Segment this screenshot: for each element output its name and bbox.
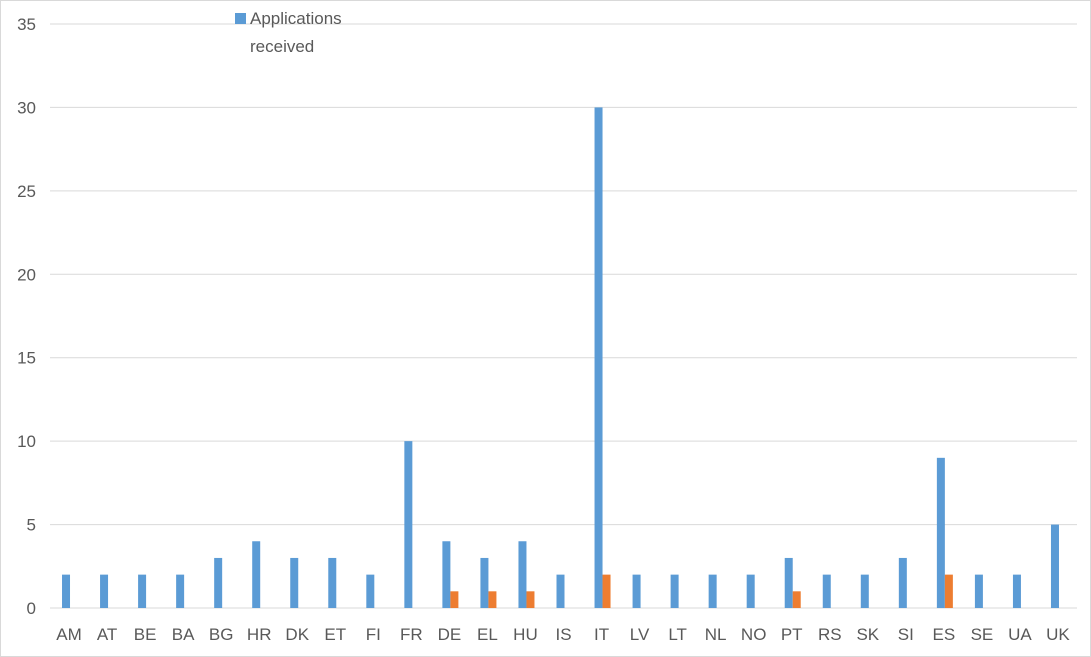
x-tick-label-el: EL xyxy=(477,625,498,644)
y-tick-label-15: 15 xyxy=(17,349,36,368)
x-tick-label-fr: FR xyxy=(400,625,423,644)
bar-series1-fi xyxy=(366,574,375,608)
gridlines xyxy=(50,23,1077,609)
x-tick-label-et: ET xyxy=(324,625,346,644)
x-tick-label-pt: PT xyxy=(781,625,803,644)
bar-series2-it xyxy=(602,574,611,608)
bar-series1-ba xyxy=(176,574,185,608)
x-tick-label-nl: NL xyxy=(705,625,727,644)
x-tick-label-be: BE xyxy=(134,625,157,644)
x-tick-label-lv: LV xyxy=(630,625,650,644)
bar-series1-bg xyxy=(214,557,223,608)
x-tick-label-ua: UA xyxy=(1008,625,1032,644)
bar-series2-es xyxy=(944,574,953,608)
x-axis-ticks: AM AT BE BA BG HR DK ET FI FR DE EL HU IS IT LV LT NL NO PT… xyxy=(56,625,1070,644)
bar-series1-si xyxy=(898,557,907,608)
x-tick-label-hr: HR xyxy=(247,625,272,644)
bar-series2-hu xyxy=(526,591,535,608)
bar-series1-sk xyxy=(860,574,869,608)
bar-series1-rs xyxy=(822,574,831,608)
y-tick-label-5: 5 xyxy=(27,516,36,535)
bar-series1-it xyxy=(594,107,603,608)
x-tick-label-de: DE xyxy=(438,625,462,644)
bar-series1-hu xyxy=(518,541,527,608)
x-tick-label-si: SI xyxy=(898,625,914,644)
x-tick-label-at: AT xyxy=(97,625,117,644)
x-tick-label-no: NO xyxy=(741,625,767,644)
bar-series1-hr xyxy=(252,541,261,608)
y-tick-label-30: 30 xyxy=(17,98,36,117)
bar-series2-de xyxy=(450,591,459,608)
x-tick-label-dk: DK xyxy=(285,625,309,644)
y-tick-label-20: 20 xyxy=(17,265,36,284)
bar-series1-et xyxy=(328,557,337,608)
bar-series1-lv xyxy=(632,574,641,608)
x-tick-label-ba: BA xyxy=(172,625,195,644)
x-tick-label-bg: BG xyxy=(209,625,234,644)
bar-series1-de xyxy=(442,541,451,608)
legend-label-line-2: received xyxy=(250,37,314,56)
legend-swatch-applications-received xyxy=(235,13,246,24)
bar-series1-pt xyxy=(784,557,793,608)
x-tick-label-lt: LT xyxy=(668,625,687,644)
bar-series1-es xyxy=(936,457,945,608)
y-tick-label-25: 25 xyxy=(17,182,36,201)
bar-series1-nl xyxy=(708,574,717,608)
bar-series1-no xyxy=(746,574,755,608)
y-tick-label-0: 0 xyxy=(27,599,36,618)
y-tick-label-35: 35 xyxy=(17,15,36,34)
bar-series1-am xyxy=(62,574,71,608)
x-tick-label-se: SE xyxy=(971,625,994,644)
legend: Applications received xyxy=(235,9,342,56)
bar-series1-ua xyxy=(1012,574,1021,608)
bars xyxy=(62,107,1059,608)
bar-series1-se xyxy=(974,574,983,608)
bar-series1-el xyxy=(480,557,489,608)
y-tick-label-10: 10 xyxy=(17,432,36,451)
x-tick-label-fi: FI xyxy=(366,625,381,644)
bar-series1-at xyxy=(100,574,109,608)
x-tick-label-es: ES xyxy=(933,625,956,644)
bar-series1-lt xyxy=(670,574,679,608)
y-axis-ticks: 0 5 10 15 20 25 30 35 xyxy=(17,15,36,618)
x-tick-label-rs: RS xyxy=(818,625,842,644)
x-tick-label-am: AM xyxy=(56,625,82,644)
x-tick-label-sk: SK xyxy=(856,625,879,644)
legend-label-line-1: Applications xyxy=(250,9,342,28)
x-tick-label-it: IT xyxy=(594,625,609,644)
bar-series1-is xyxy=(556,574,565,608)
bar-series1-dk xyxy=(290,557,299,608)
bar-series1-fr xyxy=(404,441,413,608)
bar-series2-el xyxy=(488,591,497,608)
x-tick-label-is: IS xyxy=(555,625,571,644)
bar-series1-uk xyxy=(1050,524,1059,608)
x-tick-label-uk: UK xyxy=(1046,625,1070,644)
x-tick-label-hu: HU xyxy=(513,625,538,644)
bar-series2-pt xyxy=(792,591,801,608)
bar-series1-be xyxy=(138,574,147,608)
